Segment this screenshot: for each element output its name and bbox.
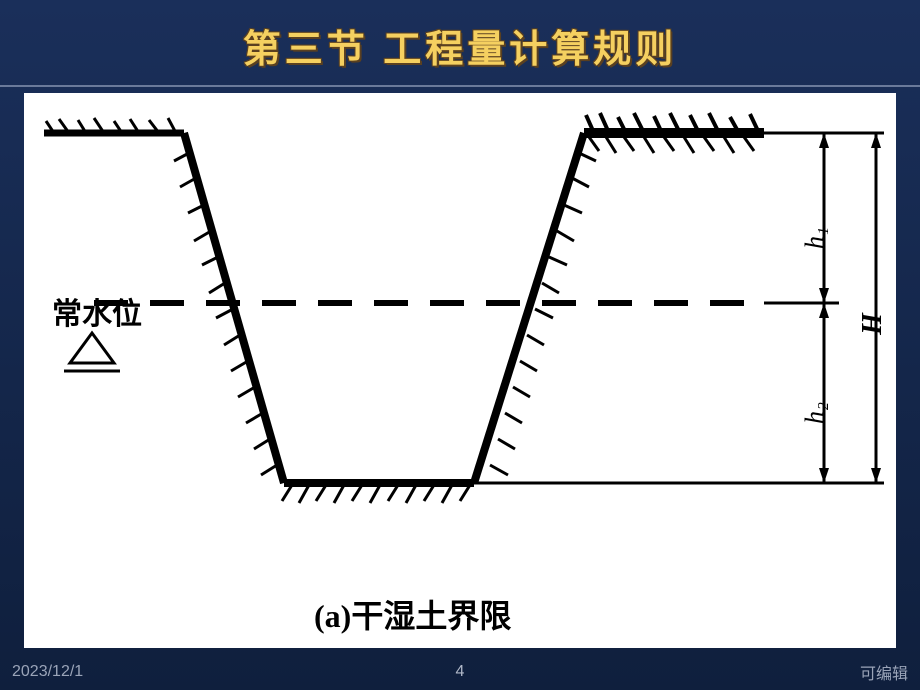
dim-label-h1: h₁ [800,227,830,249]
water-level-label: 常水位 [52,289,142,333]
slide-title: 第三节 工程量计算规则 [0,0,920,85]
footer-page-number: 4 [456,663,465,681]
dim-label-h2: h₂ [800,402,830,424]
cross-section-diagram [24,93,896,648]
diagram-panel: 常水位 (a)干湿土界限 h₁ h₂ H [24,93,896,648]
slide-footer: 2023/12/1 4 可编辑 [0,660,920,684]
footer-editable-label: 可编辑 [860,660,908,684]
diagram-caption: (a)干湿土界限 [314,591,511,637]
dim-label-total: H [857,313,889,335]
footer-date: 2023/12/1 [12,663,83,681]
title-underline [0,85,920,87]
